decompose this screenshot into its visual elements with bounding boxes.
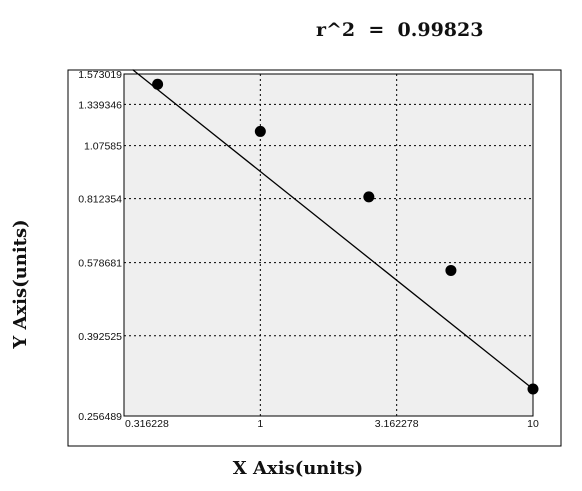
x-tick-label: 1 xyxy=(257,418,263,430)
data-point xyxy=(527,383,539,395)
data-point xyxy=(363,191,375,203)
plot-area xyxy=(123,73,534,417)
x-axis-title: X Axis(units) xyxy=(233,458,363,479)
x-tick-label: 3.162278 xyxy=(375,418,419,430)
tick-labels: 0.316228 1 3.162278 10 1.573019 1.339346 1.075… xyxy=(78,69,539,430)
fit-line-group xyxy=(132,69,534,390)
y-tick-label: 1.339346 xyxy=(78,99,122,111)
x-tick-label: 0.316228 xyxy=(125,418,169,430)
y-tick-label: 1.07585 xyxy=(84,141,122,153)
y-tick-label: 1.573019 xyxy=(78,69,122,81)
y-axis-title: Y Axis(units) xyxy=(10,219,31,349)
x-tick-label: 10 xyxy=(527,418,539,430)
data-point xyxy=(254,125,266,137)
r-squared-annotation: r^2 = 0.99823 xyxy=(316,19,483,41)
data-point xyxy=(152,78,164,90)
data-point xyxy=(445,264,457,276)
y-tick-label: 0.578681 xyxy=(78,258,122,270)
fit-line xyxy=(132,69,534,390)
y-tick-label: 0.812354 xyxy=(78,194,122,206)
data-points xyxy=(152,78,539,395)
y-tick-label: 0.392525 xyxy=(78,331,122,343)
y-tick-label: 0.256489 xyxy=(78,411,122,423)
